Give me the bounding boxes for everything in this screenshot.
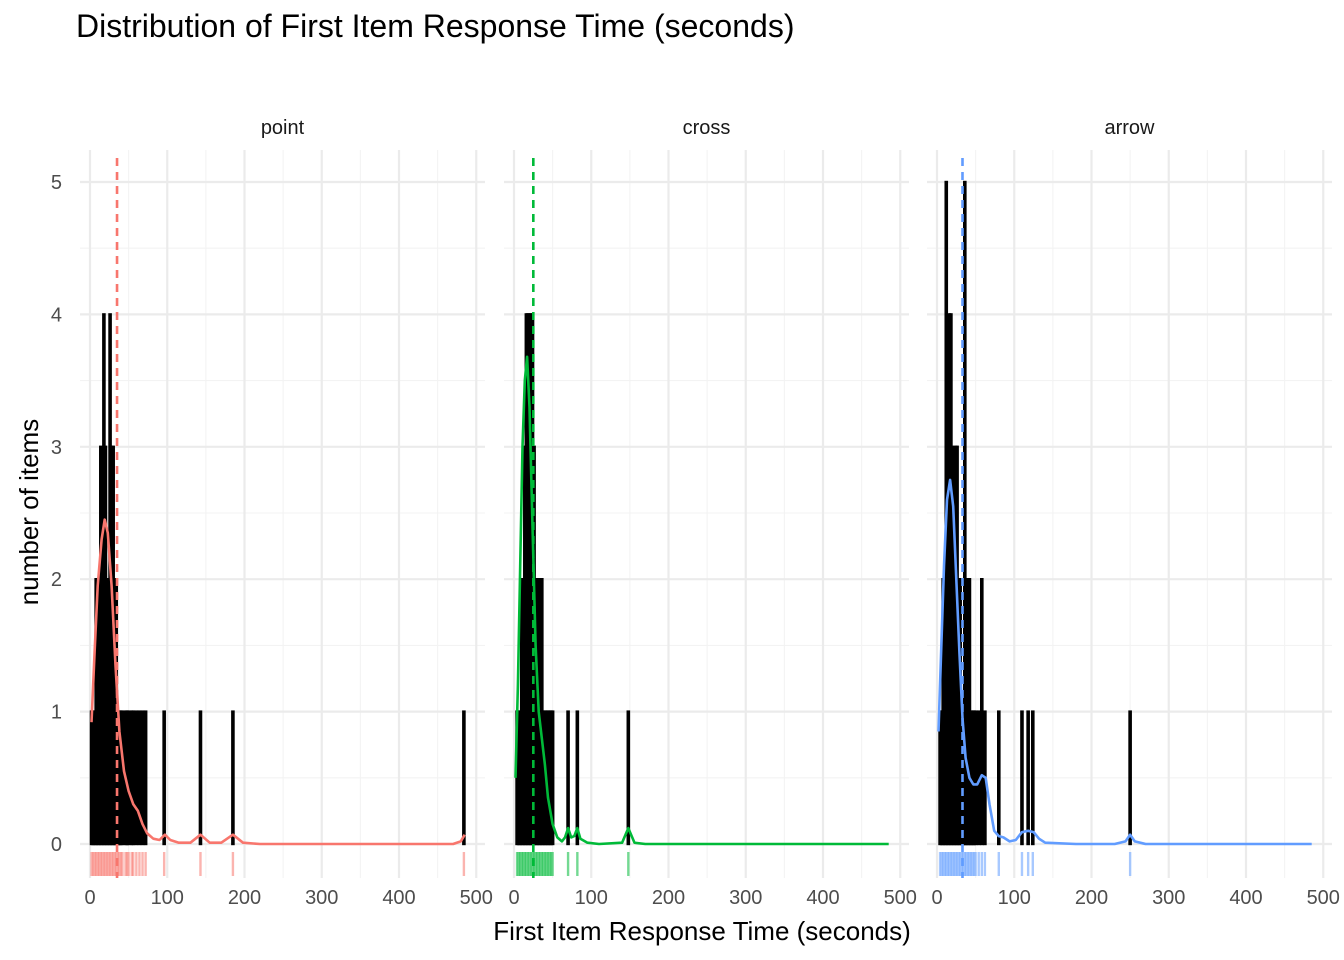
y-tick-label: 3 (51, 437, 62, 459)
histogram-bar (566, 710, 570, 846)
panel-strip-label: cross (683, 117, 731, 139)
histogram-bar (126, 710, 131, 846)
x-tick-label: 400 (382, 887, 415, 909)
chart-title: Distribution of First Item Response Time… (76, 8, 795, 44)
y-tick-label: 1 (51, 702, 62, 724)
x-tick-label: 0 (931, 887, 942, 909)
histogram-bar (997, 710, 1001, 846)
histogram-bar (140, 710, 145, 846)
x-tick-label: 500 (460, 887, 493, 909)
histogram-bar (1128, 710, 1132, 846)
histogram-bar (973, 710, 978, 846)
histogram-bar (198, 710, 203, 846)
panel-strip-label: point (261, 117, 305, 139)
density-curve (90, 518, 466, 846)
panel-cross: cross 0 100 200 300 400 500 (504, 117, 917, 909)
x-tick-label: 100 (998, 887, 1031, 909)
histogram-bar (162, 710, 166, 846)
histogram-bar (131, 710, 136, 846)
x-tick-label: 200 (652, 887, 685, 909)
histogram-bar (134, 710, 139, 846)
y-tick-label: 5 (51, 172, 62, 194)
histogram-bar (462, 710, 466, 846)
histogram-bar (1020, 710, 1024, 846)
histogram-bar (137, 710, 142, 846)
panel-arrow: arrow 0 100 200 300 400 500 (927, 117, 1340, 909)
x-tick-label: 0 (84, 887, 95, 909)
histogram-bar (1030, 710, 1035, 846)
x-axis-title: First Item Response Time (seconds) (493, 916, 911, 946)
x-tick-label: 200 (228, 887, 261, 909)
x-tick-label: 400 (806, 887, 839, 909)
panel-strip-label: arrow (1104, 117, 1155, 139)
histogram-bar (980, 578, 984, 846)
x-tick-label: 500 (1307, 887, 1340, 909)
histogram-bar (575, 710, 580, 846)
y-tick-label: 4 (51, 304, 62, 326)
x-tick-label: 300 (729, 887, 762, 909)
histogram-bar (143, 710, 148, 846)
y-axis-title: number of items (14, 419, 44, 605)
y-tick-label: 0 (51, 834, 62, 856)
x-tick-label: 500 (884, 887, 917, 909)
x-tick-label: 300 (1152, 887, 1185, 909)
density-curve (514, 355, 889, 846)
panel-point: point 0 100 200 300 400 500 (80, 117, 493, 909)
histogram-bar (120, 710, 125, 846)
x-tick-label: 100 (151, 887, 184, 909)
y-tick-label: 2 (51, 569, 62, 591)
x-tick-label: 300 (305, 887, 338, 909)
x-tick-label: 0 (508, 887, 519, 909)
histogram-bar (626, 710, 631, 846)
x-tick-label: 200 (1075, 887, 1108, 909)
density-curve (937, 478, 1312, 846)
histogram-bar (550, 710, 555, 846)
histogram-bar (1026, 710, 1030, 846)
x-tick-label: 100 (575, 887, 608, 909)
histogram-bar (231, 710, 235, 846)
x-tick-label: 400 (1229, 887, 1262, 909)
